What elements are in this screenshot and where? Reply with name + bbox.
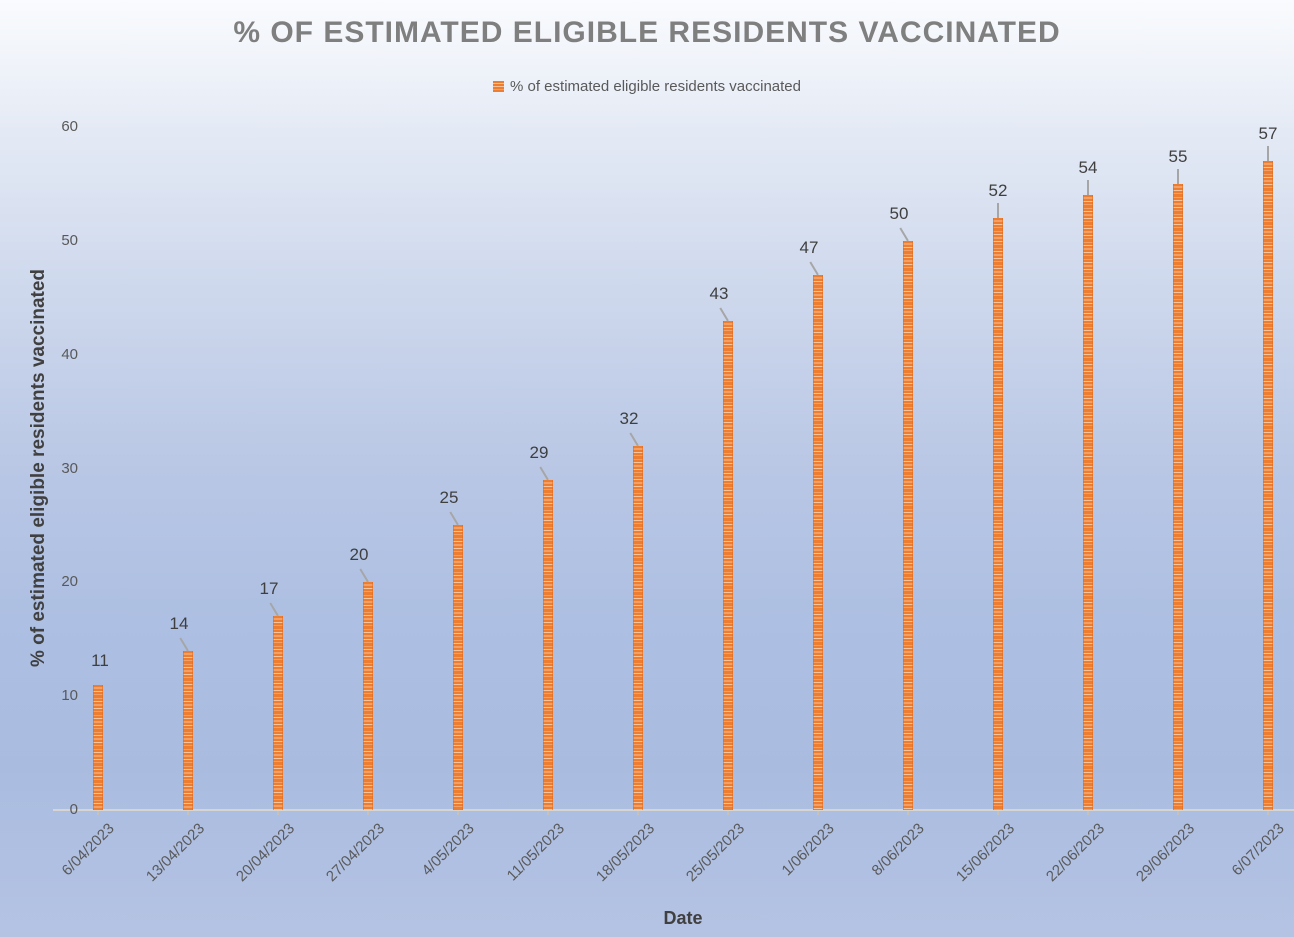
bar: [993, 218, 1003, 810]
label-leader-line: [449, 512, 459, 526]
x-axis-tick: [997, 811, 999, 815]
y-tick-label: 10: [61, 687, 78, 705]
label-leader-line: [997, 203, 999, 219]
bar: [903, 240, 913, 810]
label-leader-line: [269, 603, 279, 617]
bar-value-label: 43: [709, 283, 729, 303]
bar-value-label: 14: [169, 613, 189, 633]
x-tick-label: 22/06/2023: [1042, 820, 1109, 886]
x-tick-label: 1/06/2023: [778, 820, 839, 880]
x-axis-title: Date: [663, 908, 703, 928]
x-tick-label: 29/06/2023: [1132, 820, 1199, 886]
x-axis-tick: [187, 811, 189, 815]
label-leader-line: [629, 432, 639, 447]
label-leader-line: [359, 569, 369, 583]
bar-value-label: 54: [1078, 158, 1098, 178]
x-axis-tick: [817, 811, 819, 815]
x-axis-line: [53, 809, 1294, 811]
bar: [453, 525, 463, 810]
bar-value-label: 25: [439, 488, 459, 508]
label-leader-line: [1267, 146, 1269, 162]
bar-value-label: 29: [529, 442, 549, 462]
x-tick-label: 15/06/2023: [952, 820, 1019, 886]
x-tick-label: 6/07/2023: [1228, 820, 1289, 880]
bar: [93, 684, 103, 810]
y-tick-label: 60: [61, 118, 78, 135]
y-tick-label: 50: [61, 231, 78, 249]
x-axis-tick: [277, 811, 279, 815]
label-leader-line: [899, 227, 909, 242]
x-axis-tick: [1267, 811, 1269, 815]
x-tick-label: 27/04/2023: [322, 820, 389, 886]
bar: [183, 650, 193, 810]
bar: [273, 616, 283, 810]
bar-value-label: 47: [799, 237, 819, 257]
bar: [1263, 161, 1273, 810]
x-tick-label: 13/04/2023: [142, 820, 209, 886]
x-axis-tick: [97, 811, 99, 815]
bar-value-label: 55: [1168, 146, 1188, 166]
y-tick-label: 40: [61, 345, 78, 363]
bar: [543, 479, 553, 810]
legend-series-label: % of estimated eligible residents vaccin…: [510, 78, 801, 95]
y-tick-label: 0: [69, 801, 78, 818]
bar-value-label: 17: [259, 579, 279, 599]
x-axis-tick: [727, 811, 729, 815]
x-tick-label: 4/05/2023: [418, 820, 479, 880]
y-tick-label: 30: [61, 459, 78, 477]
x-tick-label: 20/04/2023: [232, 820, 299, 886]
bar: [363, 582, 373, 810]
label-leader-line: [719, 307, 729, 321]
label-leader-line: [1177, 168, 1179, 184]
x-axis-tick: [907, 811, 909, 815]
x-axis-tick: [547, 811, 549, 815]
x-axis-tick: [1087, 811, 1089, 815]
legend: % of estimated eligible residents vaccin…: [0, 78, 1294, 95]
bar: [1083, 195, 1093, 810]
bar-value-label: 52: [988, 181, 1008, 201]
bar: [723, 320, 733, 810]
label-leader-line: [809, 261, 819, 276]
x-axis-tick: [367, 811, 369, 815]
x-tick-label: 6/04/2023: [58, 820, 119, 880]
x-tick-label: 18/05/2023: [592, 820, 659, 886]
x-axis-tick: [637, 811, 639, 815]
bar-value-label: 11: [91, 650, 109, 670]
legend-swatch-icon: [493, 81, 504, 92]
x-axis-tick: [457, 811, 459, 815]
bar: [1173, 183, 1183, 810]
label-leader-line: [179, 637, 189, 652]
label-leader-line: [1087, 180, 1089, 196]
bar: [813, 274, 823, 810]
chart-title: % OF ESTIMATED ELIGIBLE RESIDENTS VACCIN…: [233, 16, 1061, 49]
bar-value-label: 32: [619, 408, 639, 428]
bar-value-label: 57: [1258, 124, 1278, 144]
bar-value-label: 50: [889, 203, 909, 223]
bar: [633, 445, 643, 810]
x-tick-label: 25/05/2023: [682, 820, 749, 886]
label-leader-line: [539, 466, 549, 481]
x-axis-tick: [1177, 811, 1179, 815]
x-tick-label: 11/05/2023: [503, 820, 569, 885]
x-tick-label: 8/06/2023: [868, 820, 929, 880]
y-tick-label: 20: [61, 573, 78, 591]
bar-value-label: 20: [349, 545, 369, 565]
